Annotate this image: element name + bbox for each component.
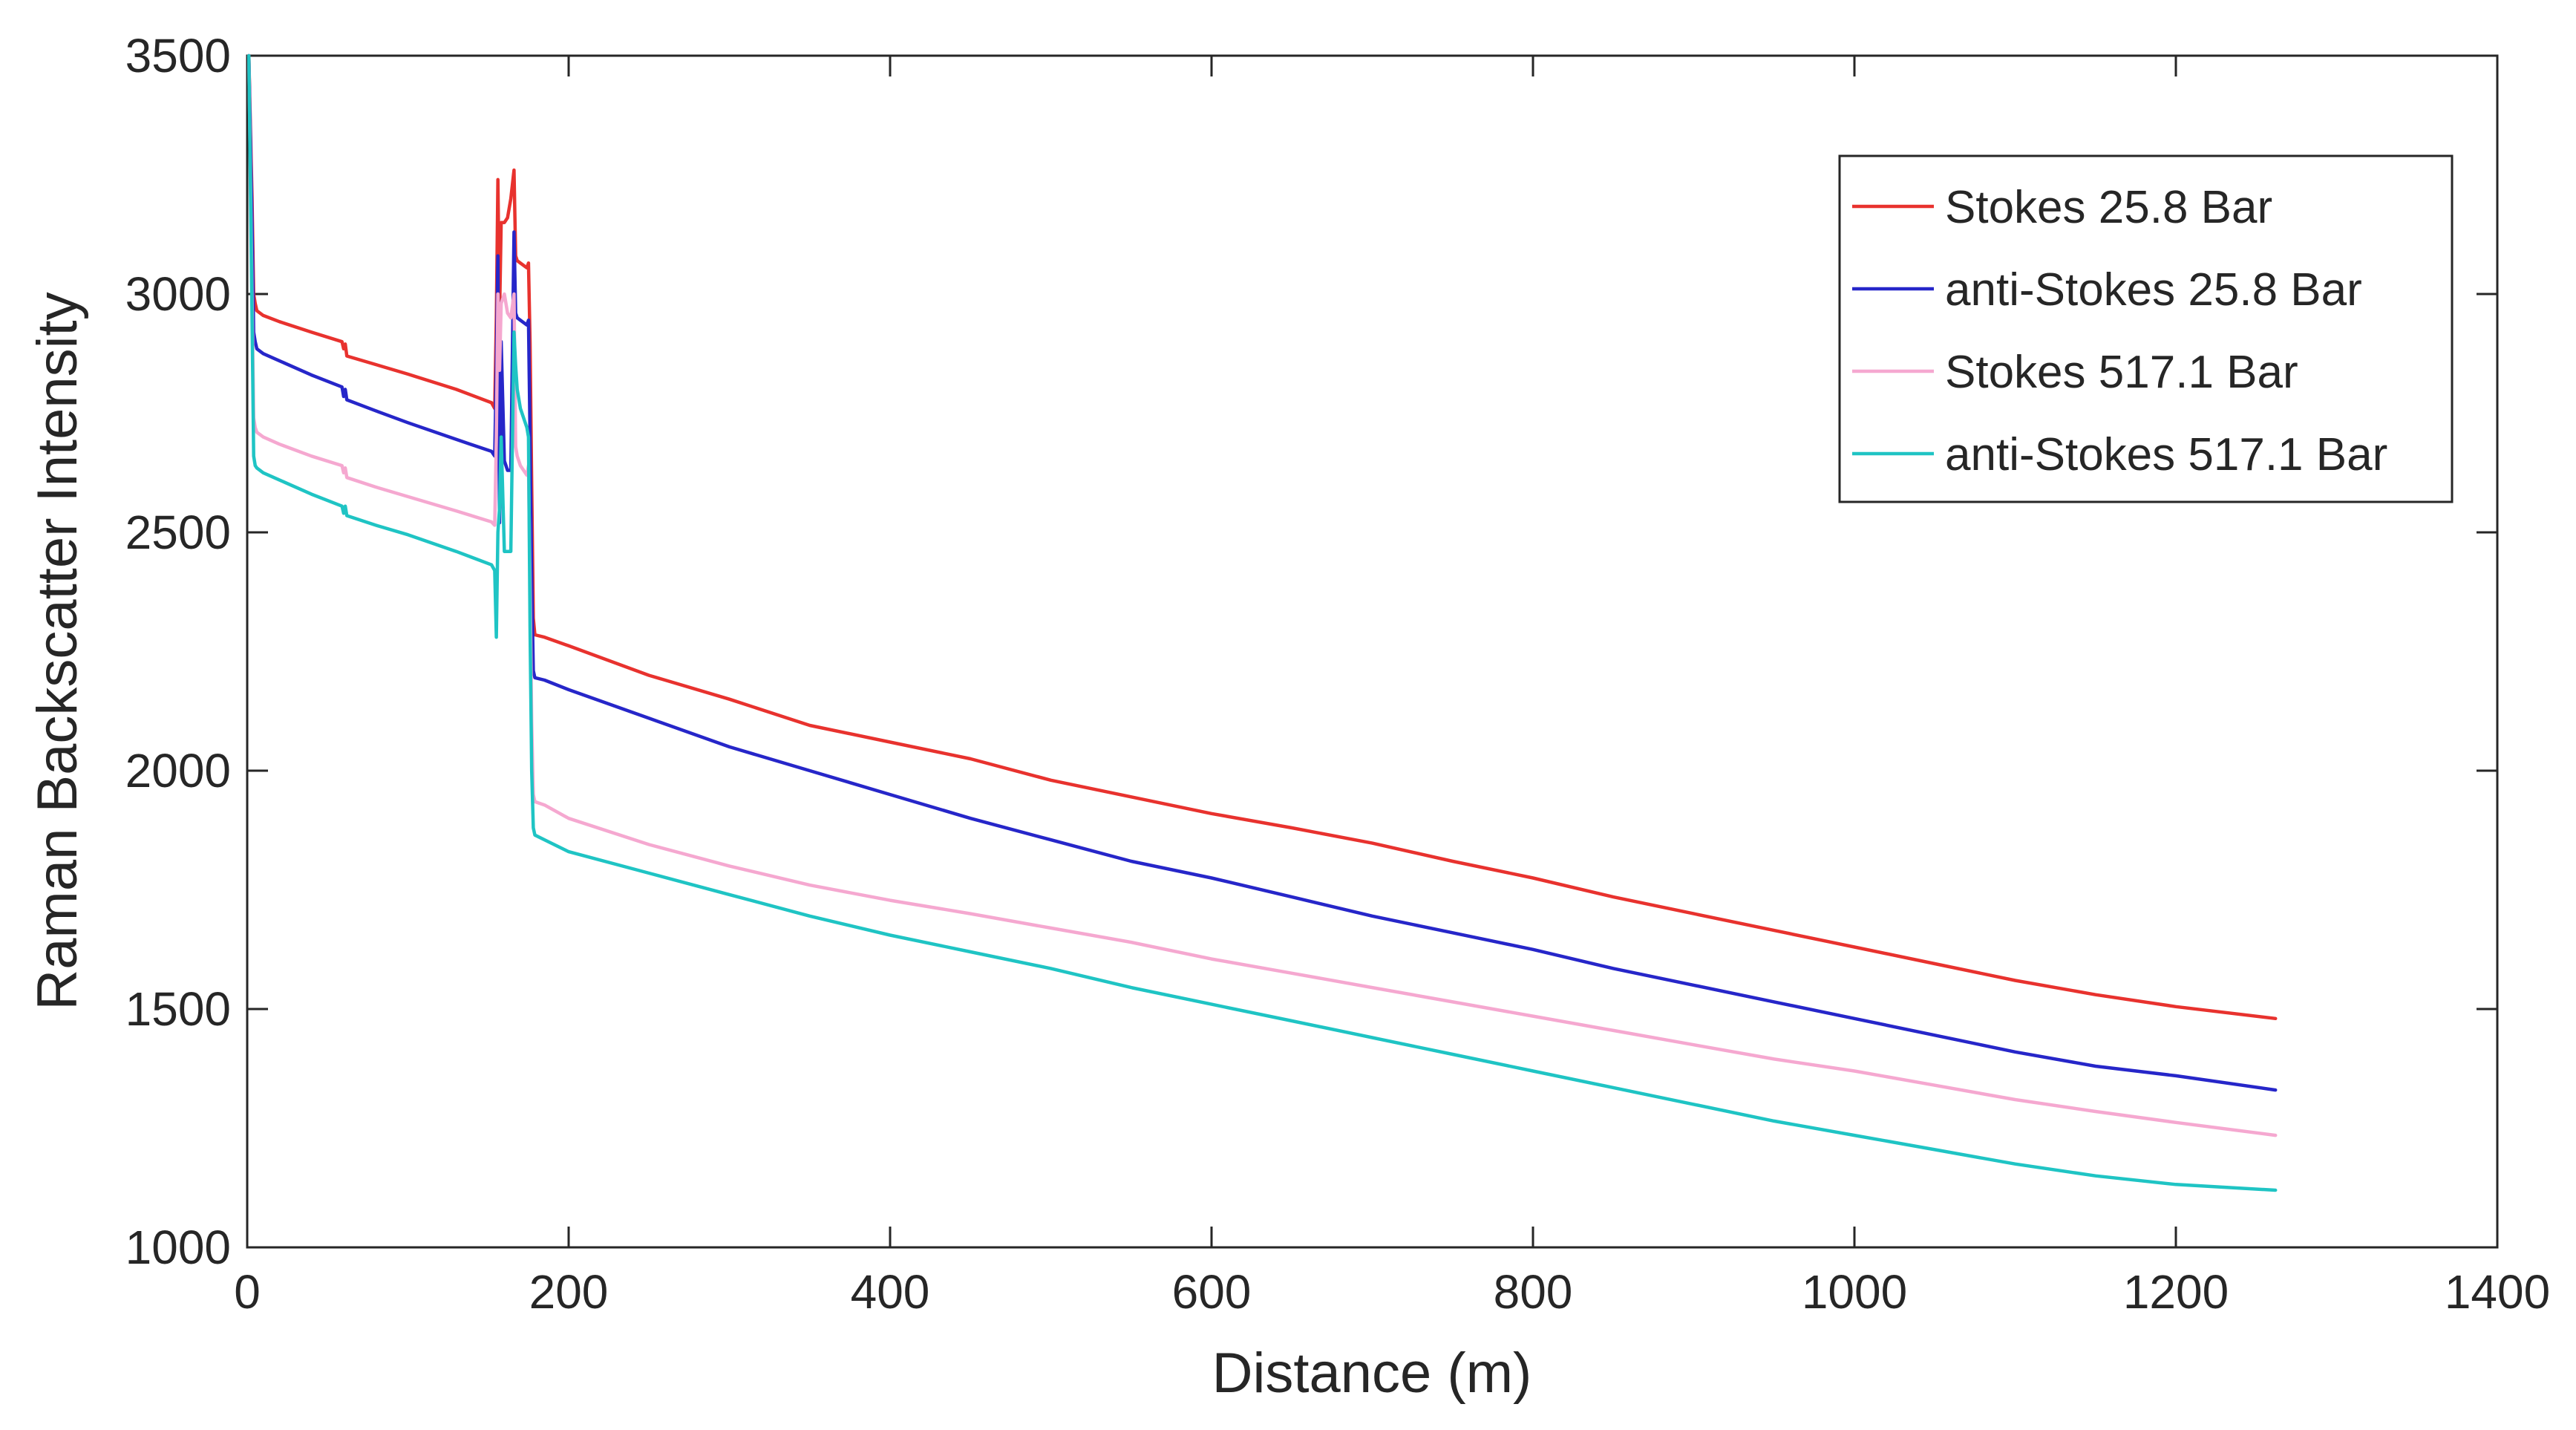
y-tick-label: 3500	[125, 29, 231, 82]
y-tick-label: 2500	[125, 506, 231, 559]
y-tick-label: 1000	[125, 1221, 231, 1274]
legend-label-stokes-517-1-bar: Stokes 517.1 Bar	[1945, 347, 2298, 398]
x-tick-label: 1000	[1802, 1265, 1907, 1319]
series-line-stokes-25-8-bar	[246, 53, 2278, 1021]
axis-ticks: 0 200 400 600 800 1000 1200 1400 1000 1500 2000 250…	[125, 29, 2551, 1319]
series-line-anti-stokes-517-1-bar	[246, 53, 2278, 1192]
legend-box	[1838, 154, 2454, 503]
legend-label-stokes-25-8-bar: Stokes 25.8 Bar	[1945, 182, 2272, 233]
legend-label-anti-stokes-517-1-bar: anti-Stokes 517.1 Bar	[1945, 429, 2387, 480]
y-tick-label: 1500	[125, 982, 231, 1036]
y-tick-label: 2000	[125, 744, 231, 797]
legend-label-anti-stokes-25-8-bar: anti-Stokes 25.8 Bar	[1945, 264, 2362, 316]
y-tick-label: 3000	[125, 267, 231, 321]
series-lines	[246, 53, 2278, 1192]
x-axis-title: Distance (m)	[1212, 1342, 1532, 1405]
legend-items: Stokes 25.8 Bar anti-Stokes 25.8 Bar Stoke…	[1852, 182, 2387, 480]
legend: Stokes 25.8 Bar anti-Stokes 25.8 Bar Stoke…	[1838, 154, 2454, 503]
series-line-stokes-517-1-bar	[246, 53, 2278, 1137]
x-tick-label: 0	[234, 1265, 261, 1319]
x-tick-label: 1200	[2123, 1265, 2229, 1319]
y-axis-title: Raman Backscatter Intensity	[26, 292, 89, 1010]
x-tick-label: 1400	[2445, 1265, 2550, 1319]
x-tick-label: 400	[851, 1265, 930, 1319]
x-tick-label: 800	[1494, 1265, 1573, 1319]
series-line-anti-stokes-25-8-bar	[246, 53, 2278, 1092]
x-tick-label: 600	[1172, 1265, 1252, 1319]
x-tick-label: 200	[529, 1265, 609, 1319]
